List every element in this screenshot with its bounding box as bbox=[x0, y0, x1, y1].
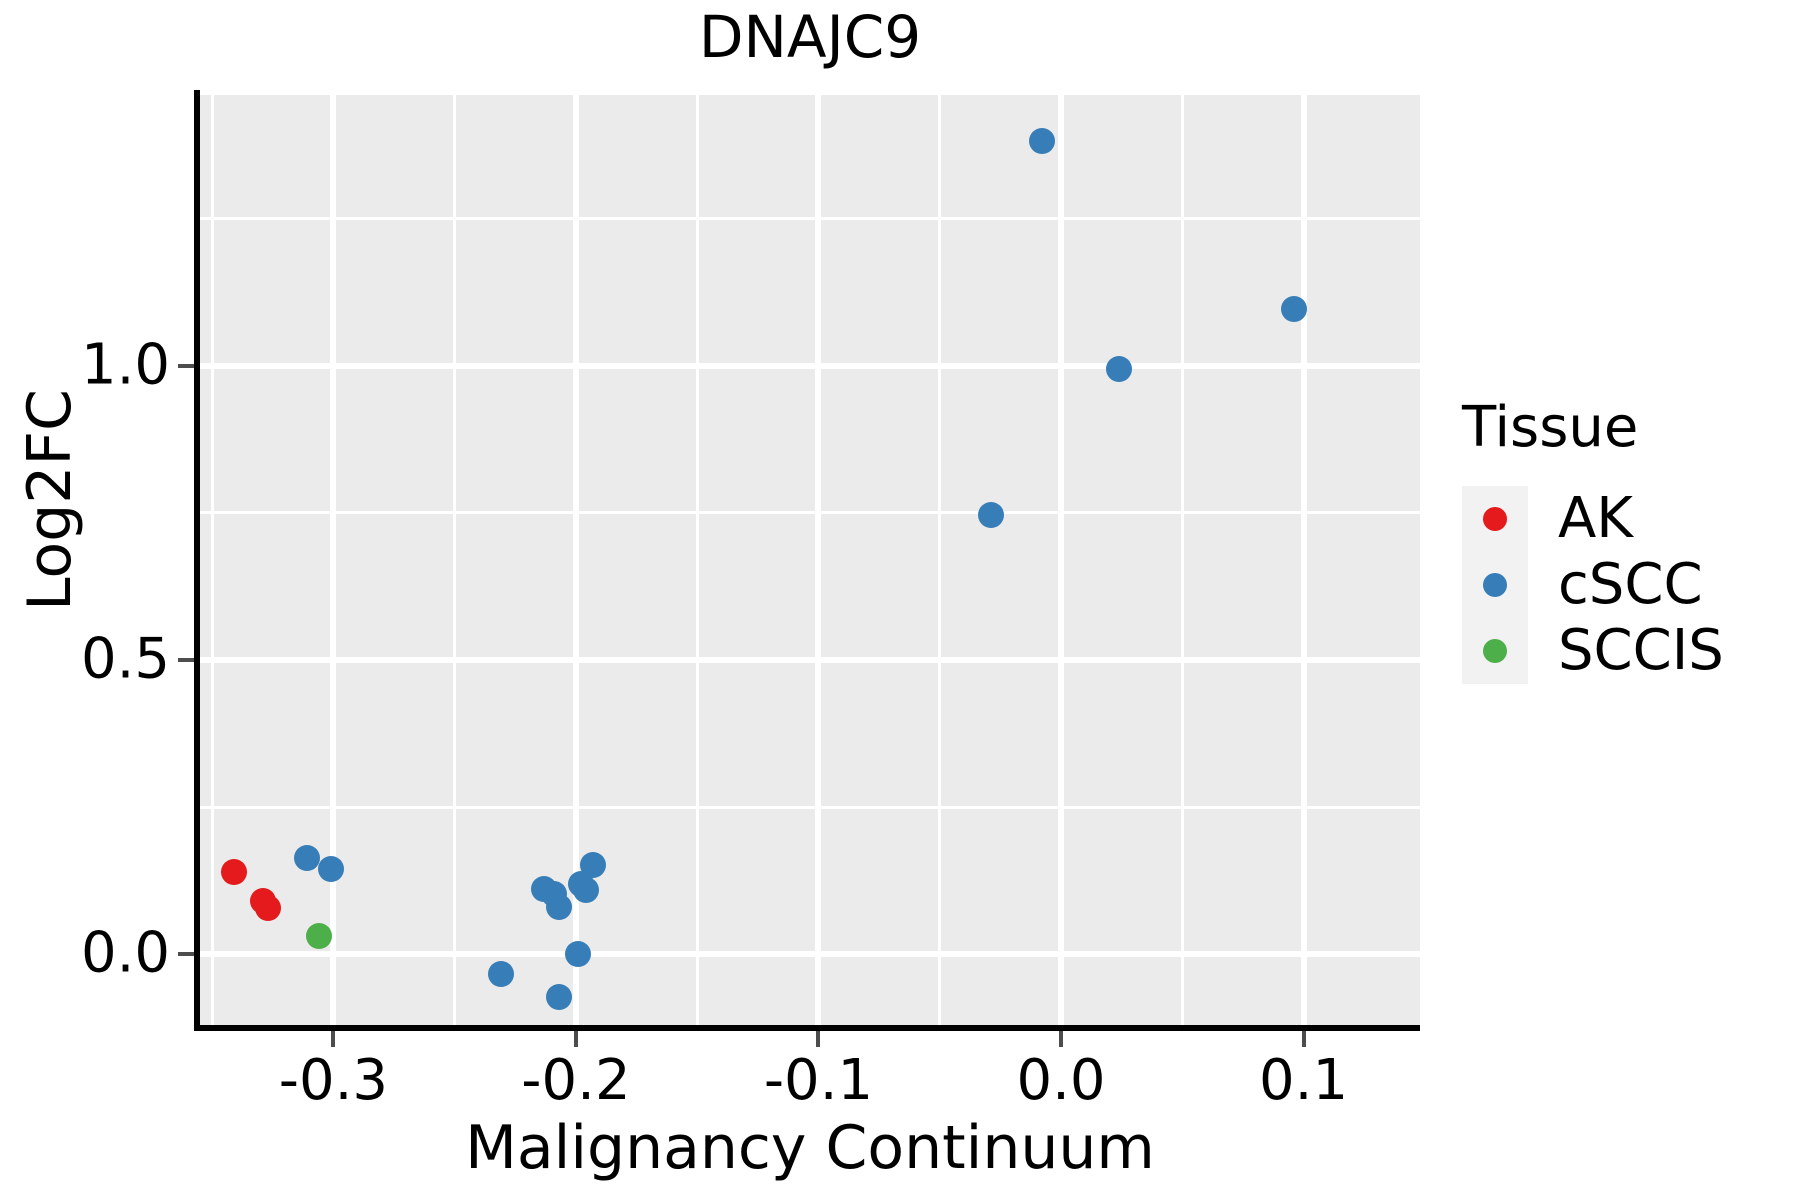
legend-title: Tissue bbox=[1462, 395, 1639, 460]
gridline-major-vertical bbox=[572, 95, 579, 1025]
legend-item-label: SCCIS bbox=[1558, 618, 1724, 683]
data-point-cscc bbox=[317, 856, 344, 883]
x-tick-mark bbox=[816, 1031, 821, 1047]
y-tick-mark bbox=[178, 952, 194, 957]
gridline-minor-vertical bbox=[210, 95, 214, 1025]
gridline-major-vertical bbox=[1058, 95, 1065, 1025]
gridline-minor-horizontal bbox=[200, 805, 1420, 809]
x-tick-label: 0.1 bbox=[1259, 1048, 1349, 1113]
gridline-minor-vertical bbox=[695, 95, 699, 1025]
legend-item-ak[interactable]: AK bbox=[1462, 486, 1792, 552]
x-tick-label: -0.3 bbox=[278, 1048, 389, 1113]
x-tick-mark bbox=[1301, 1031, 1306, 1047]
gridline-major-vertical bbox=[330, 95, 337, 1025]
gridline-minor-horizontal bbox=[200, 511, 1420, 515]
data-point-cscc bbox=[545, 894, 572, 921]
gridline-minor-horizontal bbox=[200, 217, 1420, 221]
data-point-ak bbox=[220, 858, 247, 885]
y-axis-label: Log2FC bbox=[15, 389, 85, 611]
legend-item-cscc[interactable]: cSCC bbox=[1462, 552, 1792, 618]
gridline-minor-vertical bbox=[453, 95, 457, 1025]
legend-item-label: AK bbox=[1558, 486, 1634, 551]
data-point-sccis bbox=[305, 922, 332, 949]
x-tick-label: 0.0 bbox=[1016, 1048, 1106, 1113]
legend-key-swatch bbox=[1462, 618, 1528, 684]
page-title: DNAJC9 bbox=[698, 3, 922, 71]
data-point-cscc bbox=[977, 501, 1004, 528]
y-tick-label: 1.0 bbox=[80, 332, 170, 398]
data-point-cscc bbox=[293, 845, 320, 872]
x-tick-label: -0.2 bbox=[521, 1048, 631, 1113]
data-point-cscc bbox=[1106, 356, 1133, 383]
gridline-minor-vertical bbox=[1180, 95, 1184, 1025]
data-point-cscc bbox=[1280, 295, 1307, 322]
legend-key-swatch bbox=[1462, 486, 1528, 552]
legend-item-sccis[interactable]: SCCIS bbox=[1462, 618, 1792, 684]
legend: Tissue AK cSCC SCCIS bbox=[1462, 400, 1792, 684]
gridline-major-horizontal bbox=[200, 951, 1420, 958]
legend-item-label: cSCC bbox=[1558, 552, 1703, 617]
y-tick-label: 0.5 bbox=[80, 626, 170, 692]
legend-dot-icon bbox=[1483, 507, 1507, 531]
legend-items: AK cSCC SCCIS bbox=[1462, 486, 1792, 684]
data-point-cscc bbox=[545, 983, 572, 1010]
x-tick-mark bbox=[573, 1031, 578, 1047]
gridline-major-vertical bbox=[1300, 95, 1307, 1025]
y-tick-label: 0.0 bbox=[80, 920, 170, 986]
y-tick-mark bbox=[178, 658, 194, 663]
x-tick-mark bbox=[331, 1031, 336, 1047]
data-point-cscc bbox=[487, 961, 514, 988]
legend-dot-icon bbox=[1483, 639, 1507, 663]
data-point-cscc bbox=[1028, 127, 1055, 154]
x-axis-label: Malignancy Continuum bbox=[465, 1113, 1155, 1183]
data-point-cscc bbox=[565, 940, 592, 967]
gridline-minor-vertical bbox=[938, 95, 942, 1025]
x-tick-mark bbox=[1059, 1031, 1064, 1047]
legend-dot-icon bbox=[1483, 573, 1507, 597]
x-axis-line bbox=[194, 1025, 1420, 1031]
y-tick-mark bbox=[178, 363, 194, 368]
gridline-major-horizontal bbox=[200, 657, 1420, 664]
legend-key-swatch bbox=[1462, 552, 1528, 618]
data-point-cscc bbox=[572, 876, 599, 903]
data-point-cscc bbox=[579, 851, 606, 878]
gridline-major-horizontal bbox=[200, 362, 1420, 369]
x-tick-label: -0.1 bbox=[763, 1048, 874, 1113]
data-point-ak bbox=[254, 895, 281, 922]
gridline-major-vertical bbox=[815, 95, 822, 1025]
plot-panel bbox=[200, 95, 1420, 1025]
y-axis-line bbox=[194, 90, 200, 1030]
